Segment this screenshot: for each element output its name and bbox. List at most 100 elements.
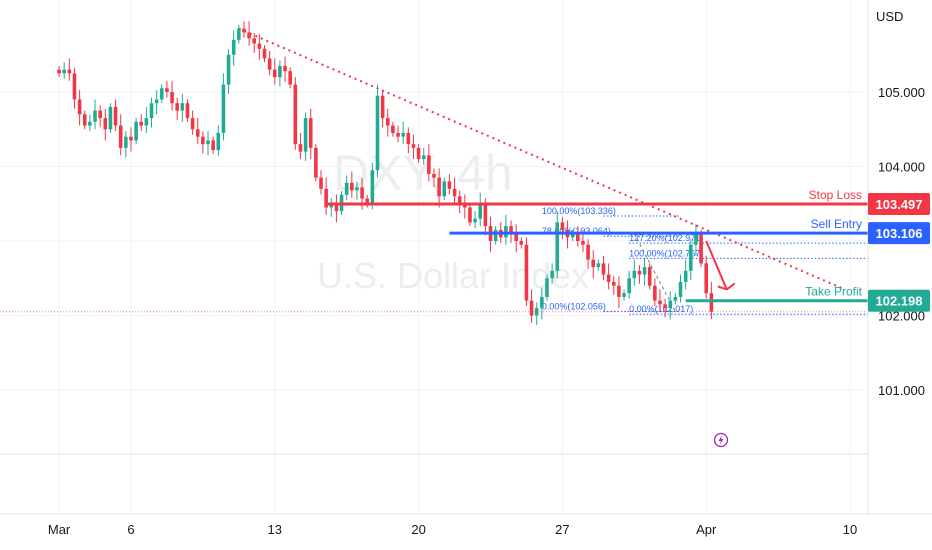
candle-body — [242, 28, 246, 33]
candle-body — [596, 263, 601, 268]
watermark-symbol: DXY, 4h — [333, 145, 513, 201]
candle-body — [170, 92, 174, 104]
candle-body — [134, 121, 138, 141]
candle-body — [493, 229, 498, 241]
candle-body — [704, 263, 709, 294]
candle-body — [283, 65, 287, 72]
candle-body — [529, 300, 534, 316]
candle-body — [391, 125, 395, 133]
candle-body — [252, 38, 257, 44]
candle-body — [396, 132, 400, 137]
candle-body — [149, 103, 154, 119]
candle-body — [344, 182, 349, 195]
candle-body — [124, 136, 128, 148]
candle-body — [550, 270, 554, 279]
candle-body — [637, 270, 642, 275]
candle-body — [601, 263, 606, 275]
price-badge — [868, 222, 930, 245]
candle-body — [139, 121, 144, 126]
level-label: Take Profit — [805, 285, 862, 299]
candle-body — [591, 259, 596, 268]
candle-body — [658, 300, 662, 305]
x-tick-label: 6 — [127, 522, 134, 537]
candle-body — [632, 270, 637, 279]
candle-body — [617, 285, 621, 297]
candle-body — [118, 125, 123, 148]
candle-body — [380, 95, 385, 119]
candle-body — [514, 233, 518, 241]
candle-body — [159, 88, 164, 100]
candle-body — [653, 285, 657, 301]
candle-body — [545, 278, 549, 297]
candle-body — [452, 188, 457, 197]
candle-body — [560, 222, 565, 230]
candle-body — [647, 267, 652, 286]
candle-body — [98, 110, 102, 119]
candle-body — [298, 144, 303, 152]
candle-body — [324, 188, 328, 208]
candle-body — [67, 69, 72, 74]
candle-body — [308, 118, 313, 148]
candle-body — [611, 281, 616, 286]
candle-body — [385, 118, 390, 126]
candle-body — [206, 140, 210, 145]
fib-label: 0.00%(102.017) — [629, 304, 693, 314]
candle-body — [668, 300, 673, 309]
y-tick-label: 104.000 — [878, 160, 925, 175]
price-badges: 103.497 103.106 102.198 — [868, 192, 930, 312]
x-tick-label: Apr — [696, 522, 717, 537]
candle-body — [694, 233, 698, 245]
x-tick-label: 20 — [411, 522, 425, 537]
candle-body — [463, 203, 467, 208]
candle-body — [314, 147, 318, 178]
candle-body — [678, 281, 683, 297]
candle-body — [699, 233, 703, 264]
currency-label: USD — [876, 9, 903, 24]
candle-body — [540, 296, 544, 309]
candle-body — [642, 267, 647, 275]
y-tick-label: 102.000 — [878, 309, 925, 324]
candle-body — [267, 58, 272, 70]
candle-body — [303, 118, 308, 152]
candle-body — [421, 155, 426, 160]
level-label: Sell Entry — [811, 217, 862, 231]
candle-body — [211, 140, 215, 151]
candle-body — [231, 39, 236, 55]
candle-body — [427, 155, 431, 174]
candle-body — [473, 218, 477, 223]
candle-body — [581, 241, 585, 245]
lightning-icon[interactable] — [713, 432, 729, 448]
candle-body — [201, 136, 205, 145]
candle-body — [72, 73, 77, 100]
candle-body — [683, 270, 688, 282]
candle-body — [606, 274, 611, 282]
candle-body — [57, 69, 61, 74]
x-tick-label: Mar — [48, 522, 71, 537]
candle-body — [570, 233, 575, 238]
candle-body — [82, 114, 87, 126]
candle-body — [689, 244, 693, 271]
trade-levels: Stop Loss Sell Entry Take Profit — [326, 188, 868, 303]
watermark-name: U.S. Dollar Index — [317, 255, 589, 296]
x-tick-label: 27 — [555, 522, 569, 537]
candle-body — [437, 177, 441, 197]
price-badge-text: 103.497 — [876, 197, 923, 212]
candle-body — [375, 95, 380, 171]
candle-body — [586, 244, 590, 260]
price-badge — [868, 192, 930, 215]
fib-label: 0.00%(102.056) — [542, 301, 606, 311]
candle-body — [447, 181, 452, 189]
fib-label: 100.00%(103.336) — [542, 206, 616, 216]
candle-body — [221, 84, 226, 133]
candle-body — [190, 118, 195, 130]
candle-body — [709, 293, 714, 312]
candle-body — [272, 69, 277, 78]
candle-body — [360, 187, 364, 199]
candle-body — [216, 132, 221, 151]
candle-body — [411, 144, 416, 148]
candle-body — [293, 84, 298, 145]
candle-body — [334, 203, 339, 212]
candle-body — [663, 304, 667, 309]
